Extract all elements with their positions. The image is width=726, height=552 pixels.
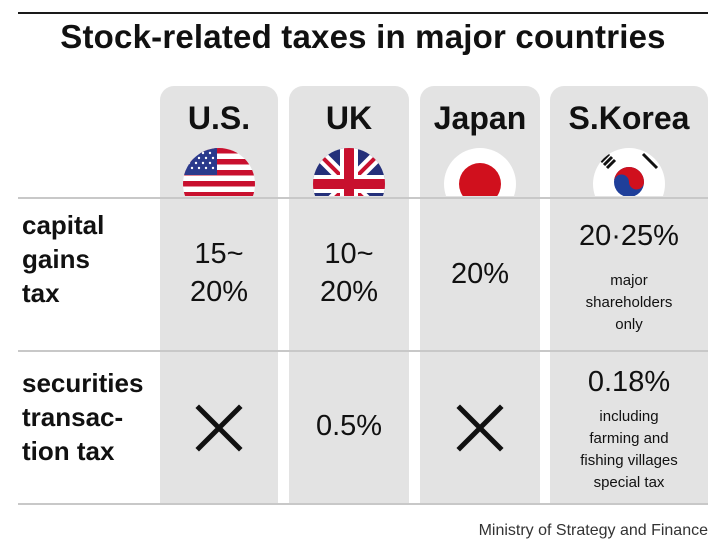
cell-korea-capital-gains-note: major shareholders only bbox=[550, 270, 708, 336]
cell-japan-capital-gains: 20% bbox=[450, 258, 510, 290]
cell-line: 20% bbox=[319, 276, 379, 308]
row-label-line: gains bbox=[22, 244, 90, 274]
south-korea-flag-icon bbox=[593, 148, 665, 196]
page-title: Stock-related taxes in major countries bbox=[60, 18, 666, 55]
cell-us-capital-gains: 15~ 20% bbox=[160, 235, 278, 311]
row-divider-bottom bbox=[18, 503, 708, 505]
header-uk: UK bbox=[325, 100, 373, 136]
note-line: fishing villages bbox=[580, 452, 678, 469]
row-divider-middle bbox=[18, 350, 708, 352]
cell-uk-securities-tax: 0.5% bbox=[315, 410, 383, 442]
japan-flag-icon bbox=[444, 148, 516, 196]
row-label-line: tax bbox=[22, 278, 60, 308]
us-flag-icon bbox=[183, 148, 255, 196]
source-credit: Ministry of Strategy and Finance bbox=[478, 522, 708, 539]
cell-korea-securities-note: including farming and fishing villages s… bbox=[550, 406, 708, 494]
row-label-line: capital bbox=[22, 210, 105, 240]
cell-korea-capital-gains-value: 20·25% bbox=[579, 220, 679, 252]
cell-uk-capital-gains: 10~ 20% bbox=[289, 235, 409, 311]
uk-flag-icon bbox=[313, 148, 385, 196]
header-south-korea: S.Korea bbox=[568, 100, 690, 136]
note-line: farming and bbox=[589, 430, 669, 447]
note-line: shareholders bbox=[585, 294, 673, 311]
cell-line: 10~ bbox=[324, 238, 374, 270]
cell-line: 15~ bbox=[194, 238, 244, 270]
note-line: only bbox=[615, 316, 643, 333]
row-label-line: transac- bbox=[22, 402, 124, 432]
row-label-line: tion tax bbox=[22, 436, 115, 466]
note-line: major bbox=[610, 272, 648, 289]
header-japan: Japan bbox=[433, 100, 527, 136]
none-cross-icon bbox=[454, 402, 506, 454]
top-rule bbox=[18, 12, 708, 14]
note-line: including bbox=[599, 408, 659, 425]
note-line: special tax bbox=[593, 474, 665, 491]
row-label-securities-transaction-tax: securities transac- tion tax bbox=[22, 366, 143, 468]
cell-korea-securities-value: 0.18% bbox=[587, 366, 671, 398]
header-us: U.S. bbox=[187, 100, 251, 136]
row-divider-top bbox=[18, 197, 708, 199]
row-label-line: securities bbox=[22, 368, 144, 398]
none-cross-icon bbox=[193, 402, 245, 454]
cell-line: 20% bbox=[189, 276, 249, 308]
row-label-capital-gains-tax: capital gains tax bbox=[22, 208, 104, 310]
